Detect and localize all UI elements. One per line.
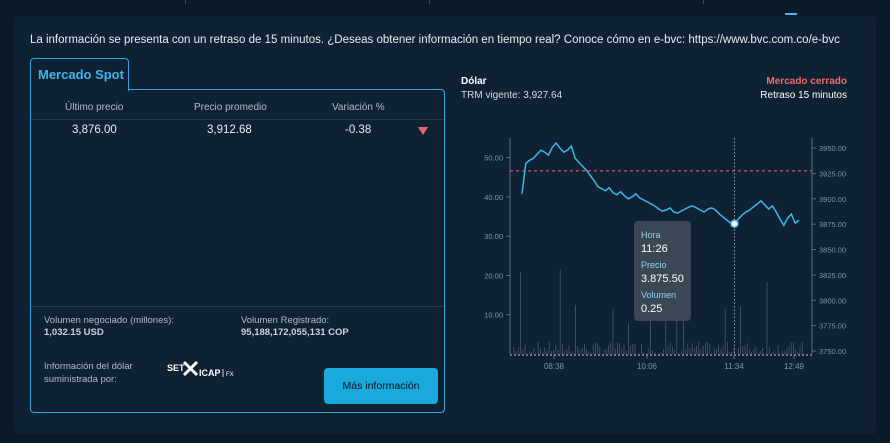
- right-tick-label: 3925.00: [819, 169, 846, 178]
- x-tick-label: 12:49: [784, 362, 805, 371]
- logo-text-set: SET: [167, 363, 185, 373]
- right-tick-label: 3850.00: [819, 246, 846, 255]
- x-axis: 08:38 10:06 11:34 12:49: [510, 354, 812, 371]
- header-variacion: Variación %: [332, 102, 385, 113]
- tab-mercado-spot[interactable]: Mercado Spot: [30, 58, 129, 91]
- right-tick-label: 3900.00: [819, 195, 846, 204]
- market-panel: La información se presenta con un retras…: [14, 16, 876, 434]
- seticap-logo: SET ICAP FX: [167, 360, 234, 378]
- tooltip-precio-value: 3.875.50: [641, 273, 684, 285]
- top-divider: [429, 0, 430, 4]
- volumen-negociado-value: 1,032.15 USD: [44, 327, 104, 338]
- logo-text-fx: FX: [226, 372, 234, 378]
- tab-label: Mercado Spot: [38, 67, 124, 82]
- active-tab-indicator: [785, 13, 797, 15]
- tooltip-hora-value: 11:26: [641, 243, 668, 255]
- stats-divider: [31, 306, 444, 307]
- tooltip-box: [634, 221, 691, 321]
- delay-label: Retraso 15 minutos: [760, 90, 847, 101]
- crosshair: [730, 138, 739, 354]
- left-tick-label: 40.00: [484, 193, 503, 202]
- price-series-line: [521, 141, 800, 227]
- delay-notice: La información se presenta con un retras…: [30, 34, 840, 46]
- header-ultimo-precio: Último precio: [65, 102, 124, 113]
- trend-down-icon: [418, 127, 428, 135]
- top-divider: [703, 0, 704, 4]
- price-line: [521, 141, 800, 227]
- tooltip-hora-label: Hora: [641, 230, 661, 240]
- left-tick-label: 50.00: [484, 154, 503, 163]
- right-tick-label: 3825.00: [819, 271, 846, 280]
- volumen-negociado-label: Volumen negociado (millones):: [44, 315, 174, 326]
- table-divider: [31, 119, 444, 120]
- tooltip-precio-label: Precio: [641, 260, 667, 270]
- left-tick-label: 30.00: [484, 232, 503, 241]
- x-tick-label: 11:34: [724, 362, 744, 371]
- right-tick-label: 3750.00: [819, 347, 846, 356]
- mercado-spot-card: Último precio Precio promedio Variación …: [30, 89, 445, 413]
- right-tick-label: 3950.00: [819, 144, 846, 153]
- top-divider: [185, 0, 186, 4]
- precio-promedio-value: 3,912.68: [207, 124, 252, 136]
- header-precio-promedio: Precio promedio: [194, 102, 267, 113]
- right-tick-label: 3800.00: [819, 296, 846, 305]
- ultimo-precio-value: 3,876.00: [72, 124, 117, 136]
- left-tick-label: 10.00: [484, 311, 503, 320]
- chart-tooltip: Hora 11:26 Precio 3.875.50 Volumen 0.25: [634, 221, 691, 321]
- price-chart[interactable]: 10.00 20.00 30.00 40.00 50.00 3750.00 3775.00…: [454, 116, 866, 371]
- x-tick-label: 08:38: [544, 362, 565, 371]
- tooltip-volumen-label: Volumen: [641, 290, 676, 300]
- right-tick-label: 3775.00: [819, 322, 846, 331]
- mas-informacion-button[interactable]: Más información: [324, 368, 438, 404]
- x-tick-label: 10:06: [637, 362, 658, 371]
- highlight-point: [730, 219, 739, 228]
- provider-label: Información del dólar suministrada por:: [44, 361, 133, 385]
- logo-text-icap: ICAP: [199, 368, 221, 378]
- variacion-value: -0.38: [345, 124, 372, 136]
- right-axis: 3750.00 3775.00 3800.00 3825.00 3850.00 3875.…: [811, 138, 846, 356]
- market-status: Mercado cerrado: [766, 76, 847, 87]
- left-axis: 10.00 20.00 30.00 40.00 50.00: [484, 138, 511, 354]
- left-tick-label: 20.00: [484, 271, 503, 280]
- logo-mark: [182, 360, 199, 377]
- trm-vigente: TRM vigente: 3,927.64: [461, 90, 563, 101]
- chart-title: Dólar: [461, 76, 487, 87]
- volumen-registrado-label: Volumen Registrado:: [241, 315, 330, 326]
- tooltip-volumen-value: 0.25: [641, 303, 662, 315]
- volumen-registrado-value: 95,188,172,055,131 COP: [241, 327, 349, 338]
- right-tick-label: 3875.00: [819, 220, 846, 229]
- top-strip: [0, 0, 890, 16]
